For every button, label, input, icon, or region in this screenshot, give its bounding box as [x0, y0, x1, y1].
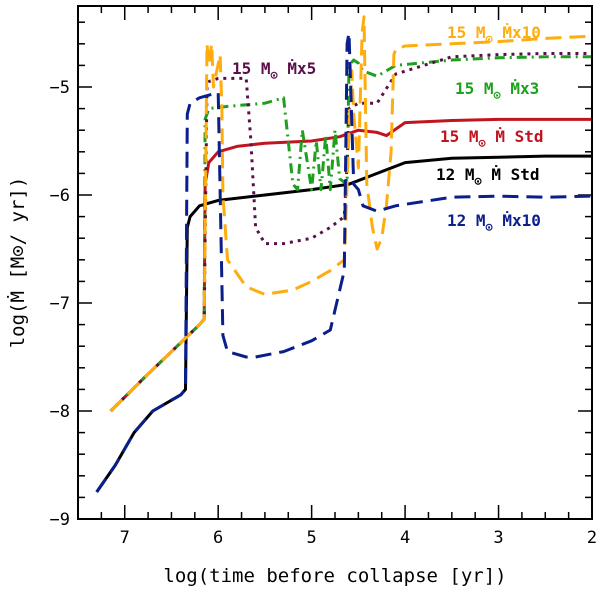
x-axis-label: log(time before collapse [yr]): [163, 565, 506, 587]
legend-label-3: 15 M⊙ Ṁx5: [232, 59, 316, 82]
x-tick-labels: 7 6 5 4 3 2: [120, 528, 598, 548]
series-line-1: [109, 117, 592, 413]
y-tick-labels: −9 −8 −7 −6 −5: [50, 78, 70, 530]
x-tick-label: 7: [120, 528, 130, 548]
legend-label-0: 12 M⊙ Ṁ Std: [436, 165, 540, 188]
x-tick-label: 3: [493, 528, 503, 548]
series-lines: [95, 15, 593, 493]
y-tick-label: −6: [50, 186, 70, 206]
legend-label-4: 15 M⊙ Ṁx10: [447, 23, 541, 46]
y-tick-label: −9: [50, 510, 70, 530]
x-tick-label: 5: [307, 528, 317, 548]
legend-label-5: 12 M⊙ Ṁx10: [447, 211, 541, 234]
x-tick-label: 4: [400, 528, 410, 548]
axes-ticks: [77, 6, 593, 520]
legend-label-2: 15 M⊙ Ṁx3: [455, 79, 539, 102]
legend: 12 M⊙ Ṁ Std 15 M⊙ Ṁ Std 15 M⊙ Ṁx3 15 M⊙ Ṁx5…: [232, 23, 544, 234]
series-line-5: [95, 31, 593, 493]
plot-frame: [77, 5, 593, 520]
y-axis-label: log(Ṁ [M⊙/ yr]): [6, 177, 29, 349]
y-tick-label: −7: [50, 294, 70, 314]
x-tick-label: 2: [587, 528, 597, 548]
x-tick-label: 6: [213, 528, 223, 548]
series-line-3: [109, 52, 592, 413]
y-tick-label: −5: [50, 78, 70, 98]
y-tick-label: −8: [50, 402, 70, 422]
legend-label-1: 15 M⊙ Ṁ Std: [440, 127, 544, 150]
series-line-2: [109, 55, 592, 413]
